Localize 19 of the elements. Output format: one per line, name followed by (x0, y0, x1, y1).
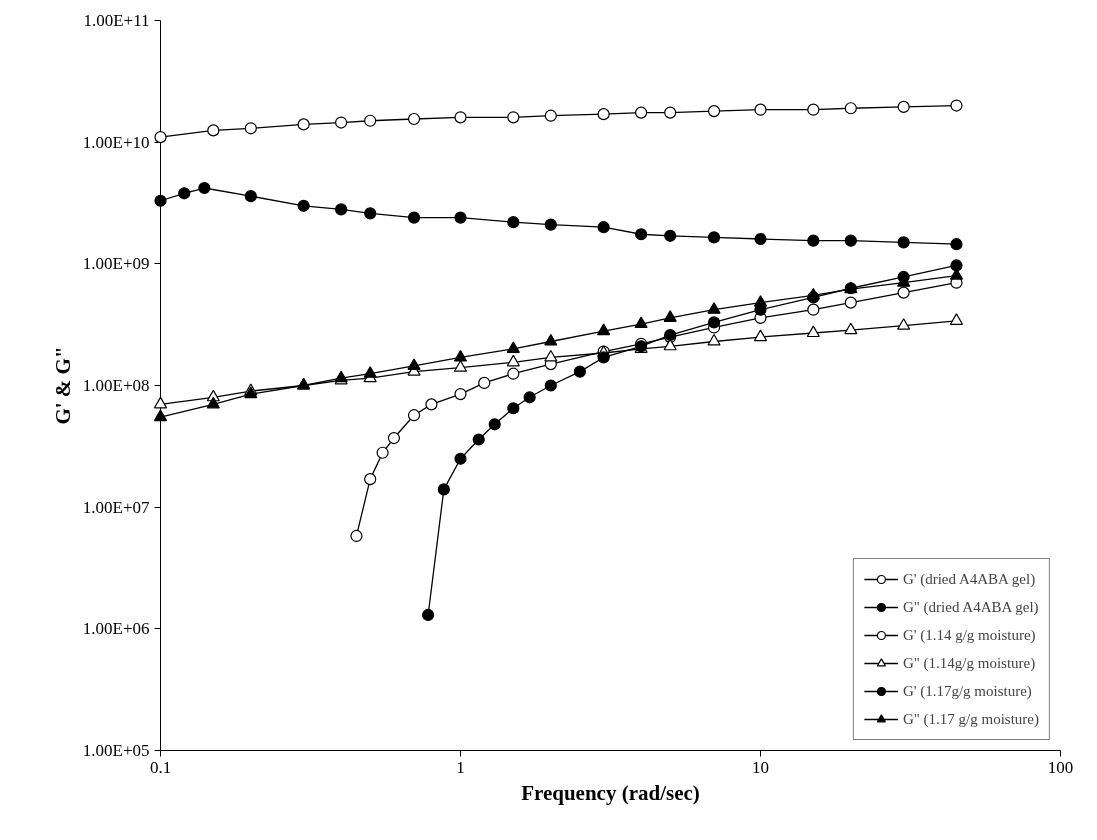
y-tick-label: 1.00E+07 (82, 497, 150, 517)
legend-label: G" (dried A4ABA gel) (902, 598, 1039, 616)
legend-label: G" (1.17 g/g moisture) (902, 710, 1039, 728)
y-tick-label: 1.00E+09 (82, 254, 150, 274)
x-axis-title: Frequency (rad/sec) (521, 780, 700, 805)
y-axis-title: G' & G" (50, 346, 75, 425)
x-tick-label: 10 (752, 757, 769, 777)
legend-label: G" (1.14g/g moisture) (902, 654, 1036, 672)
y-tick-label: 1.00E+05 (82, 741, 150, 760)
x-tick-label: 100 (1047, 757, 1074, 777)
x-tick-label: 1 (456, 757, 465, 777)
y-tick-label: 1.00E+06 (82, 619, 150, 639)
legend-label: G' (dried A4ABA gel) (902, 570, 1036, 588)
y-tick-label: 1.00E+08 (82, 376, 150, 395)
x-tick-label: 0.1 (149, 757, 172, 777)
y-tick-label: 1.00E+11 (83, 11, 150, 30)
legend-label: G' (1.17g/g moisture) (902, 682, 1032, 700)
y-tick-label: 1.00E+10 (82, 132, 150, 152)
legend-label: G' (1.14 g/g moisture) (902, 626, 1036, 644)
